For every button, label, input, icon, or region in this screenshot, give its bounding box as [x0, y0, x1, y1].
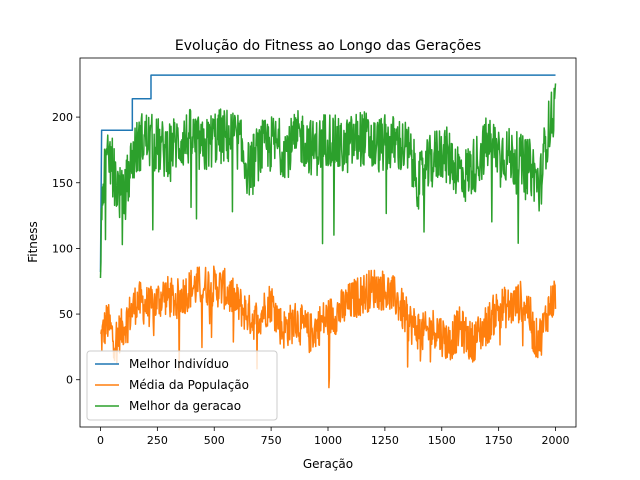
- chart-title: Evolução do Fitness ao Longo das Geraçõe…: [175, 38, 481, 54]
- x-axis: 0 250 500 750 1000 1250 1500 1750 2000: [97, 427, 570, 447]
- legend-label: Melhor da geracao: [129, 399, 241, 413]
- x-tick-label: 1250: [371, 434, 399, 447]
- y-tick-label: 150: [52, 177, 73, 190]
- x-axis-label: Geração: [303, 457, 353, 471]
- y-tick-label: 100: [52, 242, 73, 255]
- series-line-1: [100, 265, 557, 389]
- legend-label: Melhor Indivíduo: [129, 357, 229, 371]
- x-tick-label: 1000: [314, 434, 342, 447]
- x-tick-label: 0: [97, 434, 104, 447]
- x-tick-label: 750: [261, 434, 282, 447]
- plot-lines: [99, 74, 557, 389]
- x-tick-label: 250: [147, 434, 168, 447]
- legend-label: Média da População: [129, 378, 249, 392]
- legend: Melhor Indivíduo Média da População Melhor…: [86, 350, 278, 421]
- series-line-0: [99, 74, 556, 273]
- x-tick-label: 1750: [485, 434, 513, 447]
- legend-box: [86, 350, 278, 421]
- y-tick-label: 50: [59, 308, 73, 321]
- y-tick-label: 0: [66, 374, 73, 387]
- series-line-2: [99, 83, 557, 279]
- y-axis-label: Fitness: [26, 221, 40, 263]
- y-axis: 0 50 100 150 200: [52, 111, 80, 387]
- y-tick-label: 200: [52, 111, 73, 124]
- x-tick-label: 2000: [542, 434, 570, 447]
- x-tick-label: 1500: [428, 434, 456, 447]
- x-tick-label: 500: [204, 434, 225, 447]
